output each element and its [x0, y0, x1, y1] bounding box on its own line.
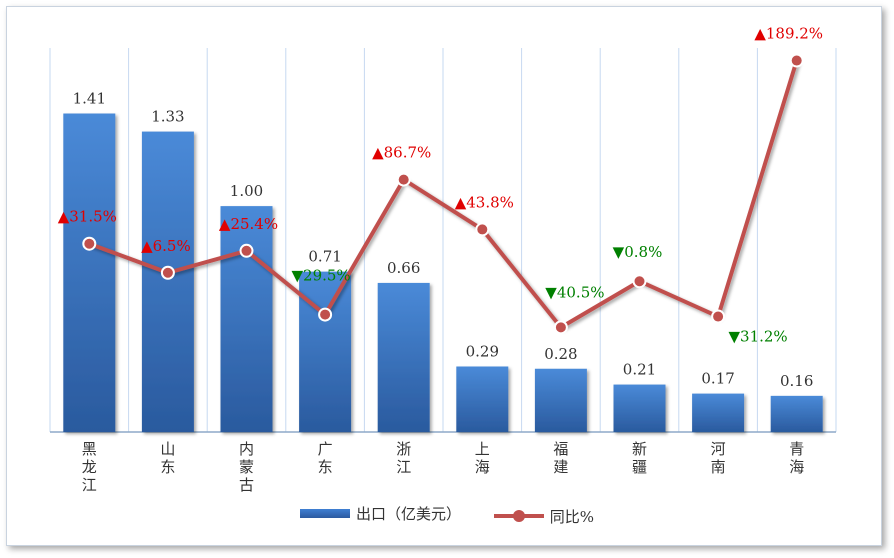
bar-value-label: 0.71 — [308, 248, 341, 266]
yoy-value-label: ▼0.8% — [613, 243, 663, 261]
legend-line-label: 同比% — [549, 507, 595, 526]
x-tick-label: 新疆 — [632, 440, 647, 476]
x-tick-label: 山东 — [160, 440, 175, 476]
yoy-point — [318, 307, 333, 322]
yoy-point — [553, 320, 568, 335]
bar-value-label: 0.28 — [544, 345, 577, 363]
yoy-value-label: ▼31.2% — [728, 328, 787, 346]
bar — [770, 395, 823, 432]
bar-value-label: 0.66 — [387, 259, 420, 277]
yoy-point — [475, 222, 490, 237]
bar-value-label: 1.33 — [151, 108, 184, 126]
yoy-point — [239, 243, 254, 258]
bar — [299, 271, 352, 432]
bar-value-label: 0.16 — [780, 372, 813, 390]
bar — [377, 282, 430, 432]
yoy-point — [711, 309, 726, 324]
legend-bar-label: 出口（亿美元） — [355, 505, 461, 523]
x-tick-label: 内蒙古 — [239, 440, 254, 494]
legend-line-swatch — [493, 510, 544, 522]
bar — [456, 366, 509, 432]
bar — [141, 131, 194, 432]
bar — [613, 384, 666, 432]
yoy-point — [632, 274, 647, 289]
x-tick-label: 青海 — [789, 440, 804, 476]
yoy-point — [160, 265, 175, 280]
yoy-value-label: ▲25.4% — [219, 215, 278, 233]
yoy-value-label: ▲43.8% — [455, 193, 514, 211]
yoy-line — [88, 59, 799, 330]
yoy-point — [82, 236, 97, 251]
yoy-point — [789, 53, 804, 68]
x-tick-label: 浙江 — [396, 440, 411, 476]
bar — [63, 113, 116, 432]
bar-value-label: 0.29 — [466, 342, 499, 360]
legend-bar-swatch — [299, 509, 350, 518]
bar — [534, 368, 587, 432]
bar-value-label: 0.21 — [623, 361, 656, 379]
yoy-point — [396, 172, 411, 187]
yoy-value-label: ▼40.5% — [545, 283, 604, 301]
legend-item-yoy: 同比% — [493, 506, 595, 527]
bar — [220, 206, 273, 432]
yoy-value-label: ▲189.2% — [754, 25, 823, 43]
legend: 出口（亿美元） 同比% — [0, 503, 894, 527]
x-tick-label: 福建 — [553, 440, 568, 476]
bar-value-label: 1.41 — [73, 90, 106, 108]
yoy-value-label: ▲6.5% — [141, 237, 191, 255]
x-tick-label: 上海 — [475, 440, 490, 476]
x-tick-label: 黑龙江 — [82, 440, 97, 494]
yoy-value-label: ▲31.5% — [58, 208, 117, 226]
bar-value-label: 0.17 — [701, 370, 734, 388]
legend-item-export: 出口（亿美元） — [299, 503, 461, 524]
bar — [692, 393, 745, 432]
yoy-value-label: ▼29.5% — [291, 267, 350, 285]
bar-value-label: 1.00 — [230, 182, 263, 200]
x-tick-label: 广东 — [318, 440, 333, 476]
x-tick-label: 河南 — [711, 440, 726, 476]
yoy-value-label: ▲86.7% — [372, 144, 431, 162]
